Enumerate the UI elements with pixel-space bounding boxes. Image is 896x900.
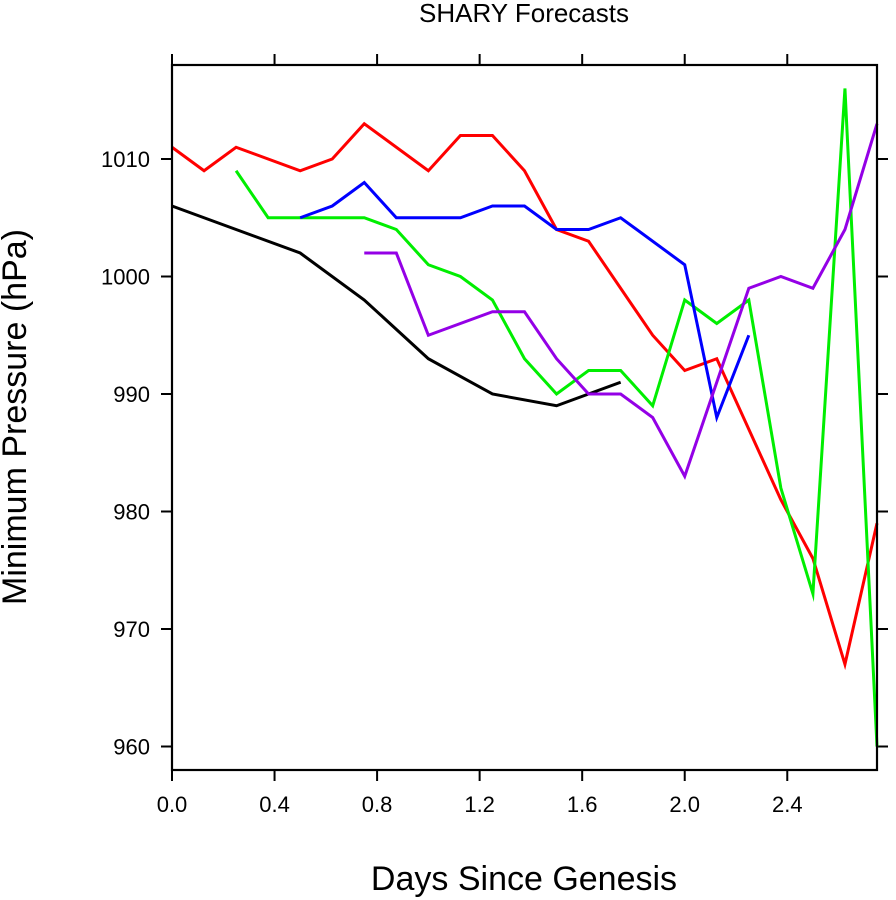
tick-labels-group: 0.0 0.4 0.8 1.2 1.6 2.0 2.4 960 970 980 990 1000 101… — [101, 147, 803, 817]
series-line-4 — [299, 180, 751, 423]
x-tick-label: 2.0 — [669, 792, 700, 817]
y-tick-label: 990 — [113, 382, 150, 407]
series-line-5 — [364, 123, 879, 480]
y-tick-label: 1010 — [101, 147, 150, 172]
x-tick-label: 0.4 — [259, 792, 290, 817]
x-tick-label: 0.8 — [362, 792, 393, 817]
x-tick-label: 1.2 — [464, 792, 495, 817]
y-tick-label: 970 — [113, 617, 150, 642]
series-line-2 — [171, 121, 879, 671]
chart-title: SHARY Forecasts — [419, 0, 629, 28]
series-line-3 — [234, 88, 879, 747]
x-tick-label: 1.6 — [567, 792, 598, 817]
x-axis-title: Days Since Genesis — [371, 860, 677, 898]
series-line-1 — [171, 204, 622, 408]
x-tick-label: 0.0 — [157, 792, 188, 817]
y-tick-label: 1000 — [101, 265, 150, 290]
y-tick-label: 960 — [113, 735, 150, 760]
y-axis-title: Minimum Pressure (hPa) — [0, 229, 34, 605]
y-tick-label: 980 — [113, 500, 150, 525]
plot-frame — [170, 63, 879, 772]
series-lines — [171, 88, 879, 747]
ticks-group — [161, 54, 888, 781]
x-tick-label: 2.4 — [772, 792, 803, 817]
